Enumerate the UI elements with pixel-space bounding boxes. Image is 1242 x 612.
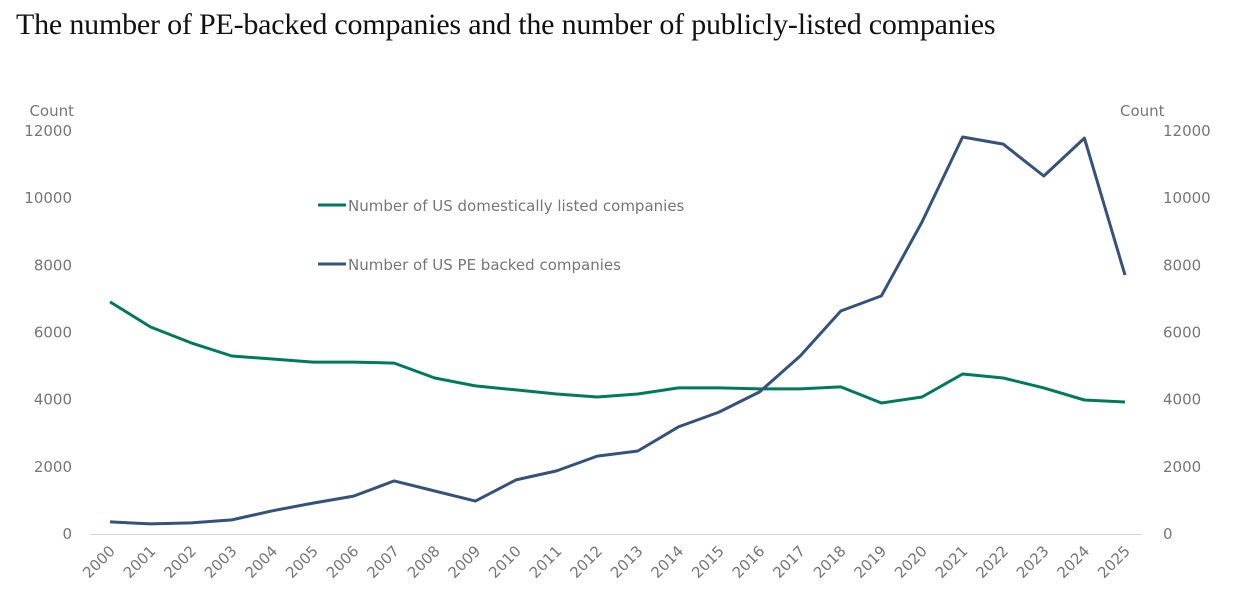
x-axis-tick-label: 2005 [282,542,322,582]
x-axis-tick-label: 2019 [850,542,890,582]
series-line-listed-companies [109,300,1126,405]
x-axis-tick-label: 2000 [79,542,119,582]
left-axis-tick-label: 6000 [34,324,72,342]
right-axis-tick-label: 2000 [1163,458,1201,476]
x-axis-tick-label: 2015 [688,542,728,582]
right-axis-tick-label: 4000 [1163,391,1201,409]
left-axis-tick-label: 2000 [34,458,72,476]
right-axis-tick-label: 12000 [1163,122,1211,140]
x-axis-tick-label: 2021 [932,542,972,582]
right-axis-tick-label: 0 [1163,525,1173,543]
x-axis-tick-label: 2018 [810,542,850,582]
x-axis-tick-label: 2008 [404,542,444,582]
x-axis-tick-label: 2012 [566,542,606,582]
right-axis-tick-label: 8000 [1163,256,1201,274]
x-axis-tick-label: 2004 [241,542,281,582]
legend-label: Number of US PE backed companies [348,256,621,274]
left-axis-tick-label: 12000 [24,122,72,140]
x-axis-tick-label: 2024 [1053,542,1093,582]
x-axis-tick-label: 2023 [1013,542,1053,582]
x-axis-tick-label: 2010 [485,542,525,582]
right-axis-label: Count [1120,102,1165,120]
legend-label: Number of US domestically listed compani… [348,197,685,215]
x-axis-tick-label: 2022 [972,542,1012,582]
right-axis-tick-label: 6000 [1163,324,1201,342]
legend-item: Number of US PE backed companies [318,256,621,274]
x-axis-tick-label: 2011 [526,542,566,582]
x-axis-tick-label: 2001 [120,542,160,582]
x-axis-tick-label: 2020 [891,542,931,582]
left-axis-tick-label: 8000 [34,256,72,274]
right-axis-tick-label: 10000 [1163,189,1211,207]
left-axis-tick-label: 0 [62,525,72,543]
x-axis-tick-label: 2014 [647,542,687,582]
left-axis-label: Count [29,102,74,120]
chart-title: The number of PE-backed companies and th… [16,8,996,41]
left-axis-tick-label: 10000 [24,189,72,207]
x-axis-tick-label: 2007 [363,542,403,582]
x-axis-tick-label: 2006 [323,542,363,582]
x-axis-tick-label: 2016 [729,542,769,582]
x-axis-tick-label: 2009 [444,542,484,582]
left-axis-tick-label: 4000 [34,391,72,409]
x-axis-tick-label: 2003 [201,542,241,582]
x-axis-tick-label: 2017 [769,542,809,582]
x-axis-tick-label: 2002 [160,542,200,582]
series-line-pe-backed-companies [109,135,1127,526]
x-axis-tick-label: 2025 [1094,542,1134,582]
x-axis-tick-label: 2013 [607,542,647,582]
legend-item: Number of US domestically listed compani… [318,197,685,215]
